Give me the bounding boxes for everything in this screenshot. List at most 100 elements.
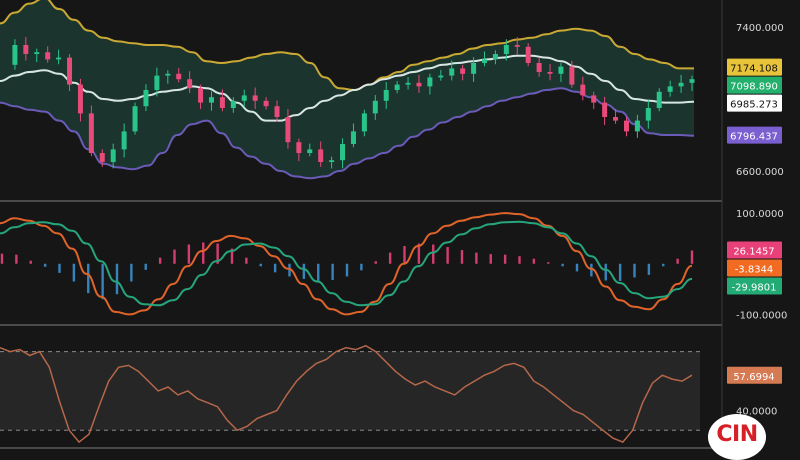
histogram-bar xyxy=(647,263,651,275)
histogram-bar xyxy=(216,243,219,264)
candle-body xyxy=(678,82,684,87)
price-label-macd-line: -3.8344 xyxy=(727,259,782,277)
histogram-bar xyxy=(489,254,492,264)
histogram-bar xyxy=(690,250,694,264)
histogram-bar xyxy=(331,263,334,280)
histogram-bar xyxy=(460,250,464,264)
histogram-bar xyxy=(101,263,104,300)
histogram-bar xyxy=(575,263,579,272)
histogram-bar xyxy=(604,263,607,281)
candle-body xyxy=(12,45,18,65)
histogram-bar xyxy=(173,249,176,264)
price-label-text: 6796.437 xyxy=(730,132,778,143)
price-label-signal-line: -29.9801 xyxy=(727,277,782,295)
candle-body xyxy=(132,106,138,132)
candle-body xyxy=(503,45,509,54)
candle-body xyxy=(340,144,346,161)
candle-body xyxy=(285,117,291,143)
histogram-bar xyxy=(144,263,147,270)
histogram-bar xyxy=(388,252,392,264)
candle-body xyxy=(405,82,411,85)
histogram-bar xyxy=(518,256,521,264)
candle-body xyxy=(394,84,400,90)
candle-body xyxy=(536,63,542,72)
candle-body xyxy=(121,131,127,150)
lower-band-line xyxy=(0,87,695,180)
axis-tick-label: 100.0000 xyxy=(736,209,784,220)
price-label-bg xyxy=(727,277,782,295)
candle-body xyxy=(591,95,597,103)
histogram-bar xyxy=(633,263,636,278)
candle-body xyxy=(623,120,629,132)
axis-tick-label: -100.0000 xyxy=(736,310,787,321)
histogram-bar xyxy=(360,263,363,271)
candle-body xyxy=(416,82,422,87)
price-label-bg xyxy=(727,241,782,259)
middle-band-line xyxy=(0,54,695,122)
histogram-bar xyxy=(503,254,507,264)
candle-body xyxy=(460,68,466,74)
candle-body xyxy=(372,100,378,114)
candle-body xyxy=(274,106,280,117)
candle-body xyxy=(613,117,619,121)
price-label-text: 7098.890 xyxy=(730,82,778,93)
histogram-bar xyxy=(115,263,119,295)
signal-line xyxy=(0,220,693,307)
price-label-last-price: 7098.890 xyxy=(727,76,782,94)
brand-logo-text: CIN xyxy=(716,422,758,447)
candle-body xyxy=(34,52,40,54)
candle-body xyxy=(514,45,520,47)
histogram-bar xyxy=(662,263,665,267)
histogram-bar xyxy=(158,257,162,264)
candle-body xyxy=(198,88,204,103)
histogram-bar xyxy=(230,248,234,264)
candle-body xyxy=(56,57,62,60)
candle-body xyxy=(99,153,105,162)
histogram-bar xyxy=(317,263,320,282)
histogram-bar xyxy=(475,252,478,264)
histogram-bar xyxy=(202,242,205,264)
price-label-bg xyxy=(727,126,782,144)
price-label-bg xyxy=(727,94,782,112)
histogram-bar xyxy=(288,263,291,277)
histogram-bar xyxy=(187,244,191,264)
candle-body xyxy=(361,113,367,132)
histogram-bar xyxy=(403,246,406,264)
candle-body xyxy=(110,149,116,162)
candle-body xyxy=(230,100,236,108)
price-label-bg xyxy=(727,366,782,384)
candle-body xyxy=(350,131,356,144)
candle-body xyxy=(438,75,444,78)
histogram-bar xyxy=(72,263,76,282)
chart-area: 7400.000 6600.000 100.0000 -100.0000 40.0000… xyxy=(0,0,800,450)
candle-body xyxy=(383,90,389,101)
price-label-bg xyxy=(727,76,782,94)
candle-body xyxy=(187,79,193,89)
histogram-bar xyxy=(432,244,435,264)
candle-body xyxy=(208,97,214,103)
candle-body xyxy=(558,66,564,74)
candle-body xyxy=(449,68,455,76)
candle-body xyxy=(23,45,29,54)
histogram-bar xyxy=(302,263,306,279)
price-label-text: -29.9801 xyxy=(732,283,777,294)
histogram-bar xyxy=(87,263,90,294)
price-label-rsi: 57.6994 xyxy=(727,366,782,384)
histogram-bar xyxy=(374,261,377,264)
price-label-bg xyxy=(727,58,782,76)
brand-logo: CIN xyxy=(708,414,766,460)
candle-body xyxy=(77,84,83,114)
histogram-bar xyxy=(43,263,47,267)
candle-body xyxy=(602,102,608,117)
candle-body xyxy=(634,120,640,132)
candle-body xyxy=(296,142,302,153)
candle-body xyxy=(525,46,531,63)
axis-tick-label: 7400.000 xyxy=(736,23,784,34)
histogram-bar xyxy=(618,263,622,281)
candle-body xyxy=(307,149,313,153)
candle-body xyxy=(689,79,695,83)
histogram-bar xyxy=(259,263,262,267)
histogram-bar xyxy=(345,263,349,277)
price-label-text: 7174.108 xyxy=(730,64,778,75)
histogram-bar xyxy=(29,260,32,264)
